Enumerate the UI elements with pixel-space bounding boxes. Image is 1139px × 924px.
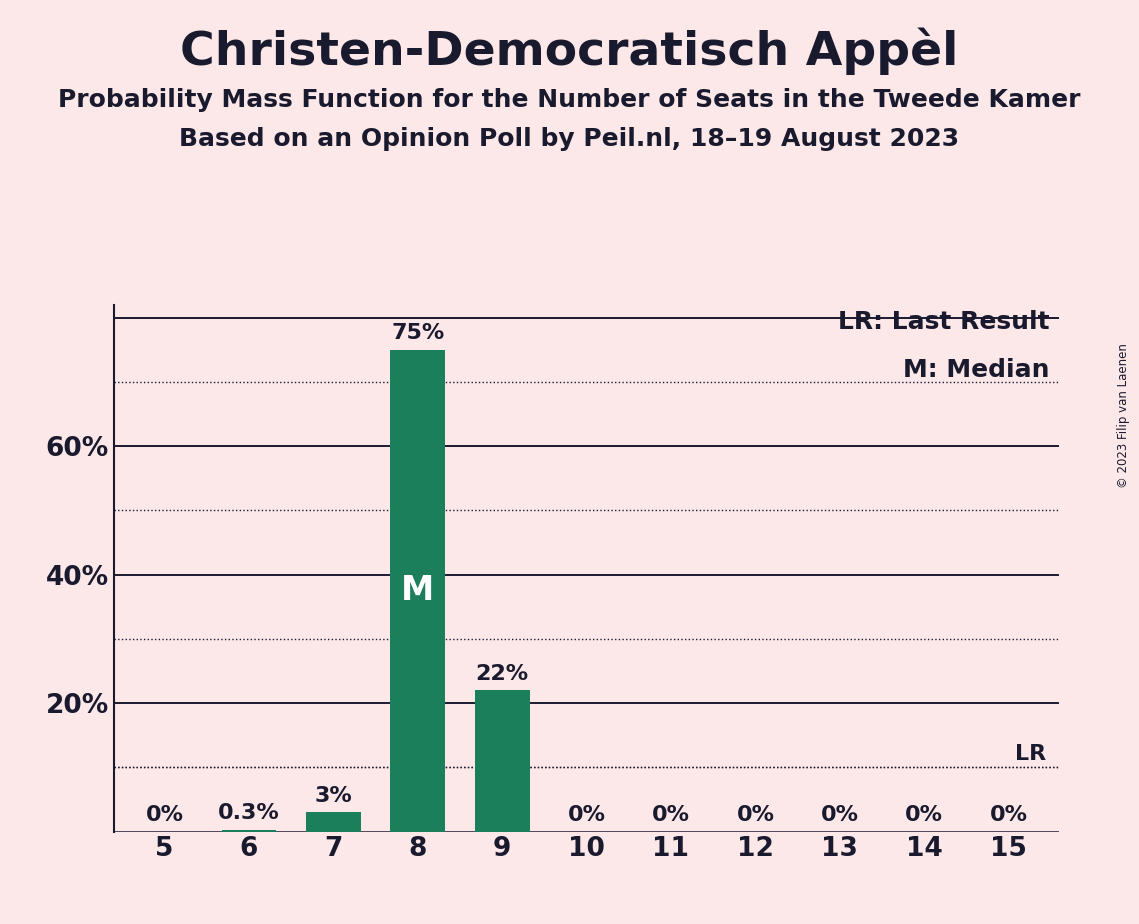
Text: 0%: 0% <box>990 805 1027 825</box>
Text: 0%: 0% <box>821 805 859 825</box>
Bar <box>475 690 530 832</box>
Text: 0%: 0% <box>146 805 183 825</box>
Text: 3%: 3% <box>314 786 352 806</box>
Text: Christen-Democratisch Appèl: Christen-Democratisch Appèl <box>180 28 959 75</box>
Text: 75%: 75% <box>391 323 444 344</box>
Bar <box>306 812 361 832</box>
Text: 0%: 0% <box>906 805 943 825</box>
Bar <box>391 350 445 832</box>
Bar <box>221 830 277 832</box>
Text: M: M <box>401 574 434 607</box>
Text: 0.3%: 0.3% <box>218 803 280 823</box>
Text: 22%: 22% <box>476 663 528 684</box>
Text: Based on an Opinion Poll by Peil.nl, 18–19 August 2023: Based on an Opinion Poll by Peil.nl, 18–… <box>180 127 959 151</box>
Text: LR: LR <box>1016 744 1047 764</box>
Text: © 2023 Filip van Laenen: © 2023 Filip van Laenen <box>1117 344 1130 488</box>
Text: Probability Mass Function for the Number of Seats in the Tweede Kamer: Probability Mass Function for the Number… <box>58 88 1081 112</box>
Text: 0%: 0% <box>652 805 690 825</box>
Text: 0%: 0% <box>737 805 775 825</box>
Text: M: Median: M: Median <box>903 358 1050 382</box>
Text: 0%: 0% <box>567 805 606 825</box>
Text: LR: Last Result: LR: Last Result <box>838 310 1050 334</box>
